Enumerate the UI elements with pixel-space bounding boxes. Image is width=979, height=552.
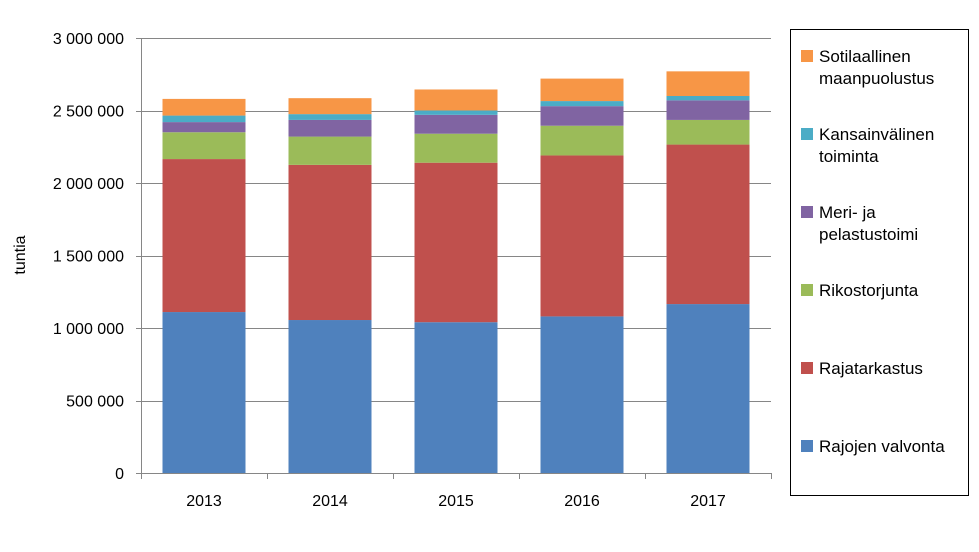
y-tick-label: 0 bbox=[115, 466, 124, 483]
bar-segment bbox=[288, 320, 372, 473]
bar-segment bbox=[288, 119, 372, 137]
bar-segment bbox=[666, 96, 750, 101]
legend-label: Kansainvälinen toiminta bbox=[819, 125, 934, 166]
legend-swatch bbox=[801, 284, 813, 296]
bar-segment bbox=[162, 159, 246, 313]
legend-swatch bbox=[801, 128, 813, 140]
bar-segment bbox=[666, 144, 750, 305]
y-tick-labels: 0 500 000 1 000 000 1 500 000 2 000 000 2 500… bbox=[53, 31, 124, 483]
y-axis-title: tuntia bbox=[12, 235, 29, 274]
bar-segment bbox=[414, 162, 498, 323]
bar-segment bbox=[288, 98, 372, 115]
legend-label: Rajojen valvonta bbox=[819, 437, 945, 456]
bar-segment bbox=[162, 115, 246, 123]
bar-segment bbox=[162, 98, 246, 116]
bar-segment bbox=[288, 136, 372, 165]
bar-segment bbox=[414, 89, 498, 111]
y-tick-label: 500 000 bbox=[66, 394, 124, 411]
bar-segment bbox=[414, 133, 498, 163]
legend-swatch bbox=[801, 362, 813, 374]
y-tick-label: 2 500 000 bbox=[53, 104, 124, 121]
bar-segment bbox=[414, 114, 498, 134]
x-tick-label: 2014 bbox=[312, 493, 348, 510]
bar-segment bbox=[540, 155, 624, 317]
bar-segment bbox=[288, 164, 372, 321]
bar-segment bbox=[288, 114, 372, 120]
bar-segment bbox=[540, 101, 624, 107]
bar-segment bbox=[414, 322, 498, 473]
legend-label: Sotilaallinen maanpuolustus bbox=[819, 47, 934, 88]
legend-swatch bbox=[801, 50, 813, 62]
legend-box bbox=[790, 29, 969, 496]
bar-segment bbox=[540, 125, 624, 156]
x-tick-label: 2015 bbox=[438, 493, 474, 510]
bar-segment bbox=[666, 304, 750, 473]
legend: Sotilaallinen maanpuolustus Kansainvälinen… bbox=[790, 29, 969, 496]
x-tick-label: 2017 bbox=[690, 493, 726, 510]
y-tick-label: 1 000 000 bbox=[53, 321, 124, 338]
bar-segment bbox=[540, 78, 624, 102]
bar-segment bbox=[162, 312, 246, 473]
legend-swatch bbox=[801, 440, 813, 452]
bar-segment bbox=[540, 316, 624, 473]
y-tick-label: 2 000 000 bbox=[53, 176, 124, 193]
bar-segment bbox=[162, 122, 246, 133]
bars bbox=[162, 71, 750, 473]
axes bbox=[136, 38, 772, 479]
y-tick-label: 1 500 000 bbox=[53, 249, 124, 266]
bar-segment bbox=[666, 100, 750, 120]
legend-label: Rajatarkastus bbox=[819, 359, 923, 378]
bar-segment bbox=[162, 132, 246, 160]
bar-segment bbox=[666, 71, 750, 96]
y-tick-label: 3 000 000 bbox=[53, 31, 124, 48]
bar-segment bbox=[540, 106, 624, 126]
x-tick-label: 2013 bbox=[186, 493, 222, 510]
legend-label: Rikostorjunta bbox=[819, 281, 919, 300]
legend-swatch bbox=[801, 206, 813, 218]
legend-label: Meri- ja pelastustoimi bbox=[819, 203, 918, 244]
x-tick-label: 2016 bbox=[564, 493, 600, 510]
bar-segment bbox=[666, 119, 750, 145]
bar-segment bbox=[414, 110, 498, 115]
x-tick-labels: 2013 2014 2015 2016 2017 bbox=[186, 493, 726, 510]
